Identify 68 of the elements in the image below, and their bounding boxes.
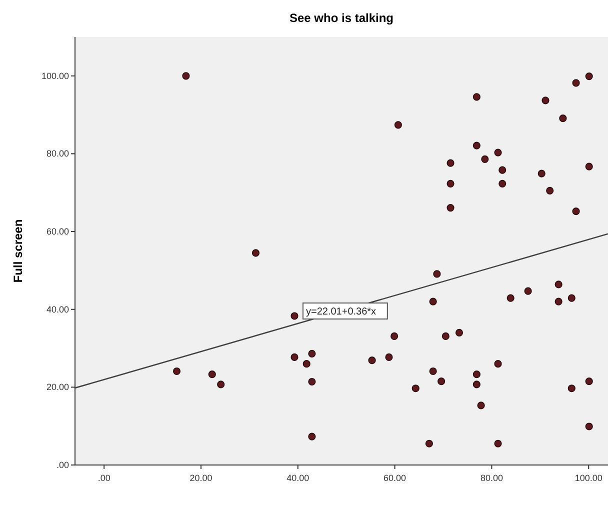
point (538, 170, 546, 178)
point (472, 93, 480, 101)
point (429, 367, 437, 376)
point (568, 384, 576, 392)
point (433, 270, 441, 278)
point (494, 360, 502, 368)
point (308, 350, 316, 358)
point (472, 380, 480, 388)
point (585, 422, 593, 430)
point (477, 402, 485, 410)
point (446, 180, 454, 188)
point (290, 353, 298, 361)
point (585, 72, 593, 80)
point (308, 432, 316, 440)
point (182, 72, 190, 80)
x-tick-label: 20.00 (190, 473, 212, 483)
point (217, 380, 225, 388)
point (442, 332, 450, 340)
point (585, 162, 593, 170)
point (302, 360, 310, 368)
y-tick-label: 80.00 (46, 148, 69, 159)
point (208, 370, 216, 378)
point (290, 312, 298, 320)
point (494, 440, 502, 448)
y-tick-label: .00 (56, 460, 69, 470)
point (506, 294, 514, 302)
chart-title: See who is talking (289, 11, 394, 25)
point (252, 249, 260, 257)
point (429, 298, 437, 306)
point (412, 384, 420, 392)
y-tick-label: 100.00 (41, 70, 69, 81)
x-tick-label: 60.00 (384, 473, 406, 483)
point (554, 280, 562, 288)
point (568, 294, 576, 302)
point (446, 204, 454, 212)
annotation: y=22.01+0.36*x (306, 306, 376, 318)
point (585, 378, 593, 386)
y-tick-label: 20.00 (46, 382, 69, 392)
point (390, 332, 398, 340)
point (394, 121, 402, 129)
point (554, 298, 562, 306)
point (385, 353, 393, 361)
point (481, 155, 489, 163)
point (498, 180, 506, 188)
point (498, 166, 506, 174)
x-tick-label: 80.00 (480, 473, 503, 483)
point (572, 208, 580, 216)
y-tick-label: 40.00 (46, 304, 69, 314)
point (472, 142, 480, 150)
point (425, 440, 433, 448)
y-tick-label: 60.00 (46, 226, 69, 237)
point (438, 378, 446, 386)
x-tick-label: 40.00 (286, 473, 310, 483)
point (542, 96, 550, 104)
x-tick-label: .00 (98, 473, 110, 483)
y-axis-title: Full screen (11, 219, 25, 283)
point (559, 114, 567, 122)
point (494, 148, 502, 156)
point (546, 186, 554, 194)
point (572, 79, 580, 87)
point (524, 287, 532, 295)
point (446, 159, 454, 167)
point (472, 370, 480, 378)
point (455, 328, 464, 336)
x-tick-label: 100.00 (574, 473, 602, 483)
point (308, 378, 316, 386)
point (368, 356, 376, 364)
point (172, 367, 181, 376)
